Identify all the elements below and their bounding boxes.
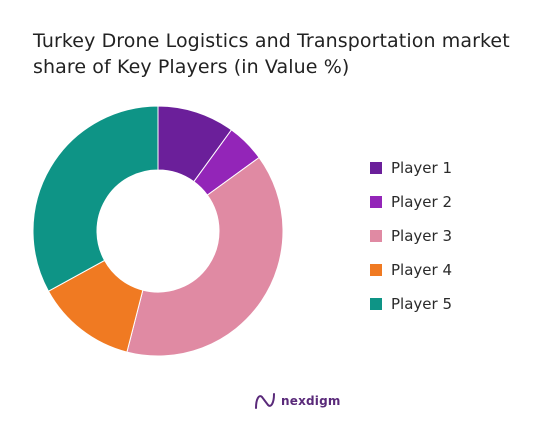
legend-label-player-1: Player 1 <box>391 159 452 177</box>
brand-name: nexdigm <box>281 394 341 408</box>
chart-title: Turkey Drone Logistics and Transportatio… <box>33 30 510 78</box>
legend-item-player-2: Player 2 <box>370 185 452 219</box>
legend-swatch-player-3 <box>370 230 382 242</box>
legend: Player 1 Player 2 Player 3 Player 4 Play… <box>370 151 452 321</box>
legend-item-player-3: Player 3 <box>370 219 452 253</box>
donut-slice-player-3 <box>126 156 284 357</box>
legend-item-player-5: Player 5 <box>370 287 452 321</box>
legend-swatch-player-1 <box>370 162 382 174</box>
legend-label-player-4: Player 4 <box>391 261 452 279</box>
legend-label-player-5: Player 5 <box>391 295 452 313</box>
brand-logo: nexdigm <box>253 391 341 411</box>
legend-item-player-1: Player 1 <box>370 151 452 185</box>
legend-item-player-4: Player 4 <box>370 253 452 287</box>
legend-swatch-player-2 <box>370 196 382 208</box>
legend-swatch-player-5 <box>370 298 382 310</box>
legend-label-player-2: Player 2 <box>391 193 452 211</box>
nexdigm-logo-icon <box>255 393 275 409</box>
donut-slice-player-5 <box>32 105 159 292</box>
donut-chart <box>32 105 284 357</box>
legend-swatch-player-4 <box>370 264 382 276</box>
legend-label-player-3: Player 3 <box>391 227 452 245</box>
